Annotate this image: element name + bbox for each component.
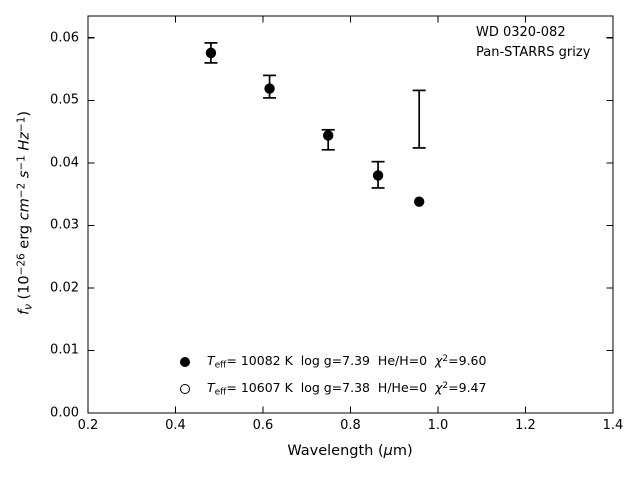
y-tick-label: 0.03 <box>50 217 79 233</box>
text-segment: eff <box>214 387 227 398</box>
data-point-z <box>372 170 384 181</box>
text-segment: f <box>16 309 33 316</box>
text-segment: = 10082 K log g=7.39 He/H=0 <box>226 353 436 369</box>
text-segment <box>17 151 33 156</box>
text-segment: =9.60 <box>448 353 487 369</box>
data-point-i <box>322 130 334 141</box>
text-segment: m) <box>392 443 413 459</box>
text-segment: χ <box>435 380 443 396</box>
text-segment: erg <box>16 220 33 254</box>
open-circle-icon <box>180 384 190 394</box>
filled-circle-icon <box>180 357 190 367</box>
x-tick-label: 0.4 <box>165 418 186 433</box>
text-segment: −1 <box>15 155 28 171</box>
annotation-star-name: WD 0320-082 <box>476 25 566 40</box>
text-segment: 2 <box>442 381 449 392</box>
y-tick-label: 0.05 <box>50 92 79 108</box>
legend-item-model-h: Teff= 10082 K log g=7.39 He/H=0 χ2=9.60 <box>180 353 486 371</box>
text-segment: T <box>207 380 215 396</box>
annotation: WD 0320-082 Pan-STARRS grizy <box>476 23 590 63</box>
x-tick-label: 0.6 <box>252 418 274 433</box>
legend-item-model-he: Teff= 10607 K log g=7.38 H/He=0 χ2=9.47 <box>180 380 486 398</box>
text-segment: cm <box>16 198 33 221</box>
text-segment: ν <box>22 304 35 310</box>
x-tick-label: 0.8 <box>340 418 361 433</box>
annotation-survey: Pan-STARRS grizy <box>476 45 591 60</box>
y-tick-label: 0.00 <box>50 405 79 421</box>
x-tick-label: 1.4 <box>602 418 624 433</box>
text-segment: μ <box>383 443 393 459</box>
x-tick-label: 1.0 <box>427 418 449 433</box>
legend-label-model-h: Teff= 10082 K log g=7.39 He/H=0 χ2=9.60 <box>207 353 486 371</box>
text-segment: (10 <box>16 275 33 305</box>
text-segment: Hz <box>16 132 33 151</box>
y-tick-label: 0.02 <box>50 280 79 296</box>
x-tick-label: 0.2 <box>77 418 99 433</box>
text-segment: =9.47 <box>448 380 487 396</box>
text-segment: −26 <box>15 253 28 276</box>
text-segment: 2 <box>442 354 449 365</box>
y-tick-label: 0.01 <box>50 342 79 358</box>
y-tick-label: 0.06 <box>50 30 79 46</box>
y-axis-label: fν (10−26 erg cm−2 s−1 Hz−1) <box>15 111 34 315</box>
data-point-g <box>205 47 217 59</box>
text-segment: Wavelength ( <box>287 443 384 459</box>
data-point-y <box>413 196 425 207</box>
text-segment: s <box>16 170 33 179</box>
y-tick-label: 0.04 <box>50 155 79 171</box>
text-segment: T <box>207 353 215 369</box>
text-segment: eff <box>214 360 227 371</box>
data-point-r <box>264 83 275 94</box>
text-segment: ) <box>16 110 33 117</box>
x-axis-label: Wavelength (μm) <box>287 443 412 459</box>
text-segment <box>17 178 33 183</box>
text-segment: −1 <box>15 116 28 133</box>
text-segment: = 10607 K log g=7.38 H/He=0 <box>226 380 436 396</box>
x-tick-label: 1.2 <box>515 418 536 433</box>
legend-label-model-he: Teff= 10607 K log g=7.38 H/He=0 χ2=9.47 <box>207 380 486 398</box>
text-segment: χ <box>435 353 443 369</box>
text-segment: −2 <box>15 182 28 199</box>
